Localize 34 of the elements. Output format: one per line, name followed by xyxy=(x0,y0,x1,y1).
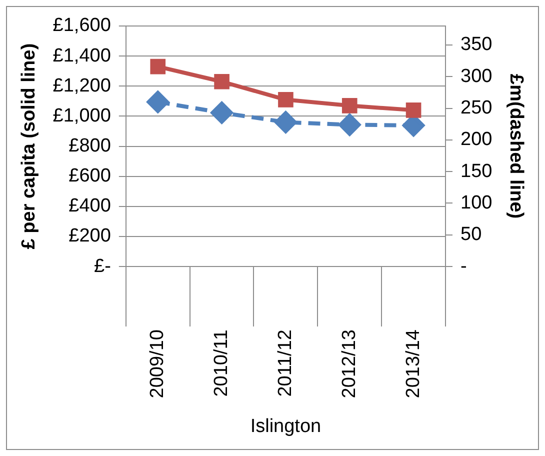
y2-tick-label: 50 xyxy=(460,224,482,246)
y-tick-label: £1,000 xyxy=(52,105,111,126)
y2-tick-label: 350 xyxy=(460,34,492,56)
y-tick-label: £800 xyxy=(68,135,111,156)
point xyxy=(338,114,361,136)
point xyxy=(210,102,233,124)
point xyxy=(146,90,169,113)
y-tick-label: £200 xyxy=(68,226,111,247)
y2-axis-title: £m(dashed line) xyxy=(505,74,526,219)
y2-tick-label: 200 xyxy=(460,129,492,150)
y2-tick-label: 100 xyxy=(460,192,492,214)
y-tick-label: £- xyxy=(94,256,111,277)
y2-tick-label: 250 xyxy=(460,98,492,119)
y2-tick-label: - xyxy=(460,256,467,277)
y-axis-title: £ per capita (solid line) xyxy=(18,43,40,250)
x-tick-label: 2010/11 xyxy=(211,330,232,397)
point xyxy=(214,74,230,90)
point xyxy=(342,98,358,114)
x-tick-label: 2012/13 xyxy=(338,330,360,398)
y-tick-label: £1,200 xyxy=(52,75,111,96)
x-tick-label: 2009/10 xyxy=(147,330,168,398)
y-tick-label: £1,400 xyxy=(52,45,111,66)
y-tick-label: £400 xyxy=(68,196,111,217)
point xyxy=(406,102,422,118)
point xyxy=(150,58,166,74)
y-tick-label: £1,600 xyxy=(52,15,111,36)
x-tick-label: 2013/14 xyxy=(402,329,424,398)
x-tick-label: 2011/12 xyxy=(274,330,296,397)
y-tick-label: £600 xyxy=(68,166,111,187)
x-axis-title: Islington xyxy=(250,416,322,437)
y2-tick-label: 300 xyxy=(460,66,492,87)
y2-tick-label: 150 xyxy=(460,160,492,182)
point xyxy=(278,92,294,108)
point xyxy=(274,111,297,134)
